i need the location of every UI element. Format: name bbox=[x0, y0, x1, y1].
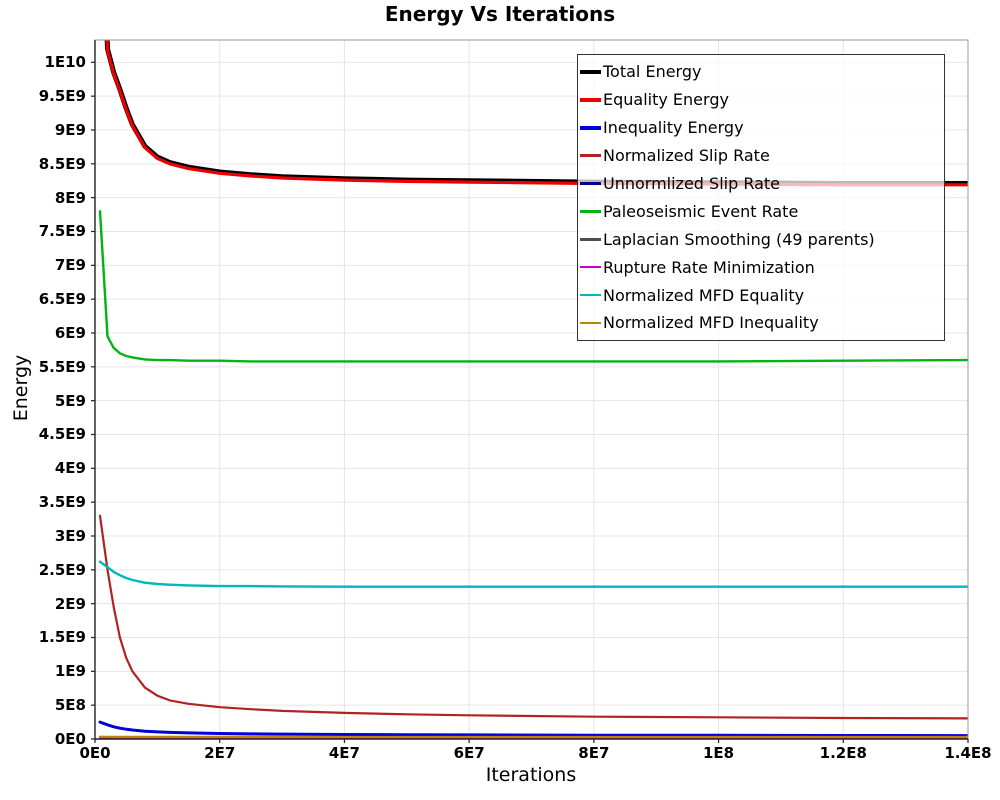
legend-line-swatch bbox=[580, 69, 601, 74]
series-line-1 bbox=[105, 40, 968, 187]
legend-item: Rupture Rate Minimization bbox=[580, 258, 942, 277]
legend-label: Normalized Slip Rate bbox=[603, 146, 770, 166]
y-tick-label: 4E9 bbox=[54, 459, 86, 478]
legend-item: Total Energy bbox=[580, 62, 942, 81]
legend-label: Inequality Energy bbox=[603, 118, 744, 138]
y-tick-label: 1.5E9 bbox=[38, 628, 86, 647]
series-line-2 bbox=[98, 720, 968, 738]
legend-line-swatch bbox=[580, 238, 601, 241]
legend-item: Normalized MFD Inequality bbox=[580, 313, 942, 332]
legend-item: Equality Energy bbox=[580, 90, 942, 109]
legend-label: Unnormlized Slip Rate bbox=[603, 174, 781, 193]
legend-label: Laplacian Smoothing (49 parents) bbox=[603, 229, 875, 249]
y-tick-label: 7E9 bbox=[54, 256, 86, 275]
y-tick-label: 5.5E9 bbox=[38, 357, 86, 376]
legend-item: Normalized Slip Rate bbox=[580, 146, 942, 165]
legend-label: Rupture Rate Minimization bbox=[603, 257, 815, 277]
y-tick-label: 6E9 bbox=[54, 323, 86, 342]
x-tick-label: 6E7 bbox=[453, 744, 485, 762]
y-tick-label: 3E9 bbox=[54, 526, 86, 545]
y-tick-label: 1E10 bbox=[44, 53, 86, 72]
x-tick-label: 1E8 bbox=[703, 744, 735, 762]
y-tick-label: 8E9 bbox=[54, 188, 86, 207]
legend-item: Unnormlized Slip Rate bbox=[580, 174, 942, 193]
legend-label: Total Energy bbox=[603, 62, 702, 82]
y-tick-label: 2.5E9 bbox=[38, 560, 86, 579]
legend-item: Paleoseismic Event Rate bbox=[580, 202, 942, 221]
y-tick-label: 2E9 bbox=[54, 594, 86, 613]
x-tick-label: 2E7 bbox=[204, 744, 236, 762]
legend: Total Energy Equality Energy Inequality En… bbox=[577, 54, 945, 341]
x-tick-label: 1.4E8 bbox=[944, 744, 992, 762]
legend-line-swatch bbox=[580, 97, 601, 102]
legend-item: Laplacian Smoothing (49 parents) bbox=[580, 230, 942, 249]
legend-line-swatch bbox=[580, 293, 601, 297]
legend-label: Normalized MFD Inequality bbox=[603, 313, 819, 333]
y-tick-label: 9E9 bbox=[54, 120, 86, 139]
y-axis-title: Energy bbox=[10, 354, 32, 422]
chart-title: Energy Vs Iterations bbox=[384, 2, 616, 26]
x-axis-title: Iterations bbox=[485, 764, 577, 786]
y-tick-label: 1E9 bbox=[54, 662, 86, 681]
legend-label: Equality Energy bbox=[603, 90, 729, 110]
y-tick-label: 8.5E9 bbox=[38, 154, 86, 173]
series-line-8 bbox=[98, 560, 968, 588]
y-tick-label: 6.5E9 bbox=[38, 290, 86, 309]
legend-label: Normalized MFD Equality bbox=[603, 285, 805, 305]
legend-line-swatch bbox=[580, 182, 601, 185]
y-tick-label: 3.5E9 bbox=[38, 493, 86, 512]
y-tick-label: 5E9 bbox=[54, 391, 86, 410]
legend-item: Inequality Energy bbox=[580, 118, 942, 137]
series-line-5 bbox=[98, 210, 968, 363]
y-tick-label: 7.5E9 bbox=[38, 222, 86, 241]
y-tick-label: 0E0 bbox=[54, 730, 86, 748]
x-tick-label: 4E7 bbox=[328, 744, 360, 762]
y-tick-label: 9.5E9 bbox=[38, 87, 86, 106]
legend-line-swatch bbox=[580, 265, 601, 269]
legend-line-swatch bbox=[580, 154, 601, 157]
x-tick-label: 0E0 bbox=[79, 744, 111, 762]
legend-line-swatch bbox=[580, 321, 601, 325]
axis-tick-marks bbox=[91, 61, 969, 743]
y-tick-label: 4.5E9 bbox=[38, 425, 86, 444]
legend-label: Paleoseismic Event Rate bbox=[603, 201, 799, 221]
x-tick-label: 1.2E8 bbox=[819, 744, 867, 762]
legend-line-swatch bbox=[580, 125, 601, 130]
y-tick-label: 5E8 bbox=[54, 696, 86, 715]
legend-line-swatch bbox=[580, 210, 601, 213]
x-tick-label: 8E7 bbox=[578, 744, 610, 762]
series-line-3 bbox=[98, 514, 968, 720]
legend-item: Normalized MFD Equality bbox=[580, 286, 942, 305]
